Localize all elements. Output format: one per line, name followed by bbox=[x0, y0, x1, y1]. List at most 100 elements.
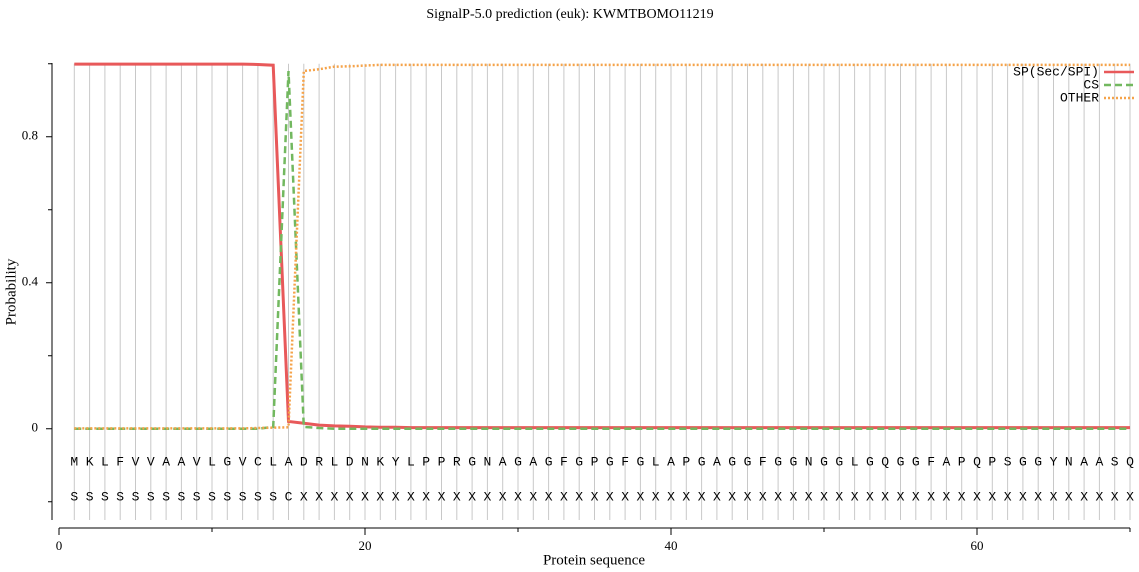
state-label: X bbox=[851, 489, 859, 504]
state-label: X bbox=[667, 489, 675, 504]
sequence-residue: G bbox=[606, 454, 614, 469]
state-label: X bbox=[499, 489, 507, 504]
state-label: S bbox=[223, 489, 231, 504]
y-tick-label: 0.4 bbox=[22, 274, 39, 289]
state-label: X bbox=[1004, 489, 1012, 504]
state-label: X bbox=[636, 489, 644, 504]
sequence-residue: P bbox=[958, 454, 966, 469]
series-line bbox=[74, 63, 1130, 430]
state-label: X bbox=[912, 489, 920, 504]
state-label: X bbox=[315, 489, 323, 504]
state-label: X bbox=[300, 489, 308, 504]
sequence-residue: R bbox=[315, 454, 323, 469]
state-label: X bbox=[591, 489, 599, 504]
sequence-residue: Q bbox=[973, 454, 981, 469]
state-label: S bbox=[116, 489, 124, 504]
sequence-residue: V bbox=[193, 454, 201, 469]
state-label: S bbox=[177, 489, 185, 504]
sequence-residue: A bbox=[162, 454, 170, 469]
sequence-residue: G bbox=[789, 454, 797, 469]
sequence-residue: G bbox=[223, 454, 231, 469]
state-label: S bbox=[269, 489, 277, 504]
state-label: S bbox=[70, 489, 78, 504]
sequence-residue: N bbox=[361, 454, 369, 469]
state-label: X bbox=[376, 489, 384, 504]
state-label: X bbox=[346, 489, 354, 504]
state-label: C bbox=[285, 489, 293, 504]
state-label: X bbox=[713, 489, 721, 504]
state-label: S bbox=[147, 489, 155, 504]
state-label: X bbox=[438, 489, 446, 504]
sequence-residue: G bbox=[575, 454, 583, 469]
sequence-residue: K bbox=[376, 454, 384, 469]
state-label: X bbox=[392, 489, 400, 504]
sequence-residue: F bbox=[560, 454, 568, 469]
sequence-residue: S bbox=[1111, 454, 1119, 469]
state-label: X bbox=[835, 489, 843, 504]
state-label: S bbox=[254, 489, 262, 504]
sequence-residue: G bbox=[912, 454, 920, 469]
state-label: X bbox=[575, 489, 583, 504]
y-axis-label: Probability bbox=[3, 258, 19, 325]
state-label: X bbox=[652, 489, 660, 504]
state-label: X bbox=[361, 489, 369, 504]
state-label: X bbox=[1111, 489, 1119, 504]
state-label: X bbox=[988, 489, 996, 504]
state-label: S bbox=[86, 489, 94, 504]
sequence-residue: F bbox=[927, 454, 935, 469]
state-label: X bbox=[728, 489, 736, 504]
sequence-residue: F bbox=[621, 454, 629, 469]
sequence-residue: D bbox=[300, 454, 308, 469]
state-label: X bbox=[774, 489, 782, 504]
sequence-residue: L bbox=[851, 454, 859, 469]
sequence-residue: R bbox=[453, 454, 461, 469]
state-label: X bbox=[468, 489, 476, 504]
sequence-residue: P bbox=[591, 454, 599, 469]
sequence-residue: Q bbox=[1126, 454, 1134, 469]
state-label: X bbox=[621, 489, 629, 504]
sequence-residue: A bbox=[177, 454, 185, 469]
state-label: X bbox=[820, 489, 828, 504]
sequence-residue: M bbox=[70, 454, 78, 469]
series-line bbox=[74, 70, 1130, 430]
sequence-residue: G bbox=[545, 454, 553, 469]
state-label: X bbox=[897, 489, 905, 504]
state-label: S bbox=[132, 489, 140, 504]
state-label: S bbox=[101, 489, 109, 504]
sequence-residue: L bbox=[330, 454, 338, 469]
sequence-residue: A bbox=[499, 454, 507, 469]
sequence-residue: G bbox=[1034, 454, 1042, 469]
state-label: X bbox=[866, 489, 874, 504]
state-label: X bbox=[759, 489, 767, 504]
sequence-residue: P bbox=[422, 454, 430, 469]
state-label: X bbox=[1065, 489, 1073, 504]
sequence-residue: L bbox=[269, 454, 277, 469]
state-label: X bbox=[529, 489, 537, 504]
sequence-residue: P bbox=[438, 454, 446, 469]
state-label: X bbox=[560, 489, 568, 504]
state-label: X bbox=[744, 489, 752, 504]
sequence-residue: V bbox=[147, 454, 155, 469]
state-label: X bbox=[453, 489, 461, 504]
state-label: X bbox=[514, 489, 522, 504]
state-label: X bbox=[422, 489, 430, 504]
sequence-residue: A bbox=[1095, 454, 1103, 469]
sequence-residue: Q bbox=[881, 454, 889, 469]
state-label: X bbox=[958, 489, 966, 504]
sequence-residue: L bbox=[208, 454, 216, 469]
sequence-residue: D bbox=[346, 454, 354, 469]
sequence-residue: F bbox=[759, 454, 767, 469]
state-label: X bbox=[973, 489, 981, 504]
state-label: X bbox=[881, 489, 889, 504]
state-label: X bbox=[942, 489, 950, 504]
state-label: X bbox=[682, 489, 690, 504]
sequence-residue: Y bbox=[1050, 454, 1058, 469]
state-label: S bbox=[193, 489, 201, 504]
state-label: S bbox=[162, 489, 170, 504]
state-label: X bbox=[1034, 489, 1042, 504]
sequence-residue: G bbox=[698, 454, 706, 469]
state-label: S bbox=[208, 489, 216, 504]
sequence-residue: G bbox=[468, 454, 476, 469]
sequence-residue: G bbox=[1019, 454, 1027, 469]
sequence-residue: N bbox=[805, 454, 813, 469]
